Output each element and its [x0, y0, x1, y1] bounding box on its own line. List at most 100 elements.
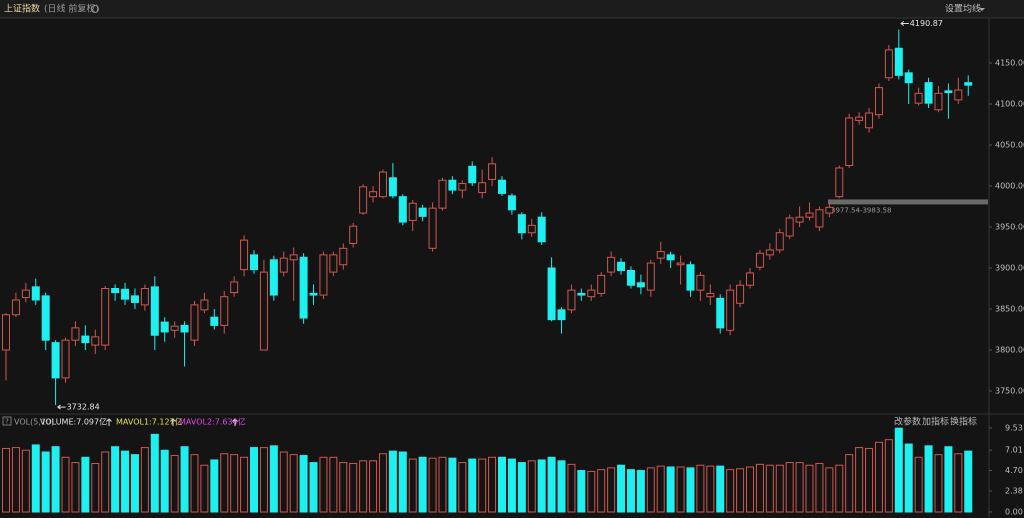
volume-bar: [41, 451, 50, 513]
volume-bar: [91, 462, 100, 513]
volume-bar: [825, 467, 834, 513]
volume-bar: [736, 468, 745, 513]
candle-body: [359, 186, 368, 214]
volume-bar: [269, 445, 278, 513]
y-tick-label: 3800.00: [995, 346, 1024, 355]
annotation: 4190.87: [910, 19, 943, 28]
y-tick-label: 0.00: [1005, 508, 1023, 517]
volume-bar: [210, 459, 219, 513]
volume-bar: [418, 456, 427, 513]
volume-bar: [666, 466, 675, 513]
volume-bar: [944, 446, 953, 513]
volume-bar: [458, 462, 467, 513]
volume-bar: [617, 464, 626, 513]
candle-body: [894, 47, 903, 76]
volume-bar: [517, 462, 526, 513]
candle-body: [21, 289, 30, 299]
candle-body: [636, 282, 645, 288]
candle-body: [259, 271, 268, 351]
annotation: 3732.84: [67, 403, 100, 412]
candle-body: [458, 183, 467, 191]
candle-body: [488, 163, 497, 180]
legend-mavol2: MAVOL2:7.634亿: [179, 417, 246, 427]
candle-body: [2, 314, 10, 351]
volume-bar: [726, 469, 735, 513]
volume-bar: [468, 458, 477, 513]
settings-button[interactable]: 设置均线: [945, 3, 981, 15]
candle-body: [835, 167, 844, 198]
volume-bar: [339, 462, 348, 513]
volume-bar: [61, 456, 70, 513]
volume-bar: [488, 456, 497, 513]
candle-body: [101, 288, 110, 346]
volume-bar: [894, 427, 903, 513]
dropdown-arrow: [979, 8, 985, 11]
annotation-arrow: [900, 21, 909, 26]
volume-bar: [537, 459, 546, 513]
volume-bar: [71, 462, 80, 513]
y-tick-label: 3950.00: [995, 223, 1024, 232]
volume-bar: [865, 447, 874, 513]
candle-body: [825, 206, 834, 214]
candle-body: [567, 289, 576, 311]
candle-body: [517, 214, 526, 234]
volume-bar: [746, 466, 754, 513]
candle-body: [597, 274, 606, 294]
y-tick-label: 3900.00: [995, 264, 1024, 273]
candle-body: [676, 262, 685, 266]
candle-body: [815, 209, 824, 228]
candle-body: [666, 254, 675, 261]
volume-bar: [230, 454, 239, 513]
candle-body: [914, 92, 923, 104]
candle-body: [150, 286, 159, 336]
help-box[interactable]: [2, 416, 12, 426]
candle-body: [140, 288, 149, 306]
candle-body: [726, 289, 735, 331]
candle-body: [478, 182, 487, 194]
volume-bar: [547, 456, 556, 513]
candle-body: [765, 249, 774, 256]
y-tick-label: 4.70: [1005, 466, 1023, 475]
volume-bar: [359, 460, 368, 513]
candle-body: [736, 284, 745, 304]
button[interactable]: 改参数: [894, 416, 921, 428]
volume-bar: [448, 457, 457, 513]
volume-bar: [11, 447, 20, 513]
volume-bar: [378, 453, 387, 513]
candle-body: [617, 261, 626, 271]
volume-bar: [577, 470, 586, 513]
volume-bar: [240, 456, 249, 513]
volume-bar: [507, 458, 516, 513]
volume-bar: [478, 458, 487, 513]
y-tick-label: 9.53: [1005, 423, 1023, 432]
candle-body: [507, 195, 516, 211]
settings-icon[interactable]: [91, 5, 99, 13]
volume-bar: [21, 449, 30, 513]
candle-body: [91, 336, 100, 346]
candle-body: [279, 257, 288, 273]
volume-bar: [954, 453, 963, 513]
candle-body: [418, 207, 427, 217]
candle-body: [805, 212, 814, 218]
candle-body: [349, 225, 358, 244]
candle-body: [220, 296, 229, 326]
volume-bar: [904, 443, 913, 513]
volume-bar: [815, 462, 824, 513]
candle-body: [378, 171, 387, 198]
candle-body: [160, 321, 169, 333]
candle-body: [180, 324, 189, 333]
volume-bar: [369, 460, 378, 513]
candle-body: [746, 272, 754, 286]
button[interactable]: 加指标: [922, 416, 949, 428]
chart-subtitle: (日线 前复权): [44, 3, 99, 15]
volume-bar: [31, 444, 40, 513]
button[interactable]: 换指标: [950, 416, 977, 428]
candle-body: [775, 232, 784, 251]
volume-bar: [140, 447, 149, 513]
indicator-name: VOL(5,10): [14, 418, 54, 427]
help-icon[interactable]: ?: [5, 418, 9, 426]
candle-body: [61, 339, 70, 379]
trend-arrows: [106, 418, 238, 426]
volume-bar: [388, 450, 397, 513]
